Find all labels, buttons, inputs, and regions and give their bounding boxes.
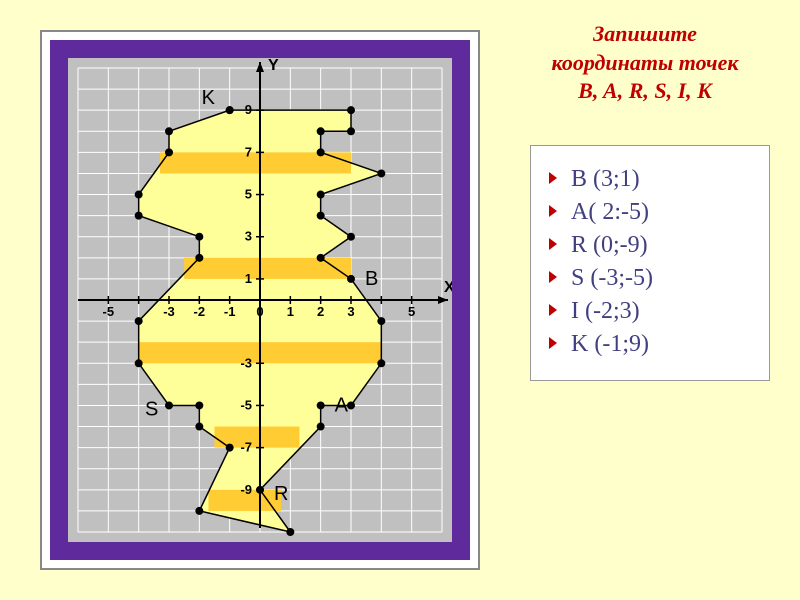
svg-text:-2: -2: [194, 304, 206, 319]
svg-text:9: 9: [245, 102, 252, 117]
task-title: Запишите координаты точек B, A, R, S, I,…: [510, 20, 780, 106]
chart-frame: -5 -3 -2 -1 0 1 2 3 5 -9 -7 -5 -3 1 3 5 7 9 X Y K B A R S: [40, 30, 480, 570]
svg-text:K: K: [202, 87, 216, 109]
svg-text:R: R: [274, 483, 288, 505]
answer-item: A( 2:-5): [549, 199, 751, 226]
svg-text:-7: -7: [240, 440, 252, 455]
svg-text:1: 1: [245, 271, 252, 286]
answers-panel: B (3;1) A( 2:-5) R (0;-9) S (-3;-5) I (-…: [530, 145, 770, 381]
svg-text:3: 3: [245, 229, 252, 244]
svg-text:S: S: [145, 398, 158, 420]
svg-text:5: 5: [408, 304, 415, 319]
title-line: Запишите: [593, 21, 697, 46]
svg-text:1: 1: [287, 304, 294, 319]
answer-item: I (-2;3): [549, 298, 751, 325]
svg-text:7: 7: [245, 144, 252, 159]
answer-item: S (-3;-5): [549, 265, 751, 292]
svg-text:-3: -3: [240, 355, 252, 370]
svg-text:-9: -9: [240, 482, 252, 497]
svg-text:-1: -1: [224, 304, 236, 319]
coordinate-plane: -5 -3 -2 -1 0 1 2 3 5 -9 -7 -5 -3 1 3 5 7 9 X Y K B A R S: [68, 58, 452, 542]
svg-text:Y: Y: [268, 58, 279, 74]
answer-item: B (3;1): [549, 166, 751, 193]
svg-text:-5: -5: [103, 304, 115, 319]
chart-border: -5 -3 -2 -1 0 1 2 3 5 -9 -7 -5 -3 1 3 5 7 9 X Y K B A R S: [50, 40, 470, 560]
svg-text:-3: -3: [163, 304, 175, 319]
svg-text:A: A: [335, 394, 349, 416]
title-line: координаты точек: [552, 50, 739, 75]
svg-text:3: 3: [347, 304, 354, 319]
svg-text:0: 0: [256, 304, 263, 319]
svg-text:2: 2: [317, 304, 324, 319]
chart-grid: -5 -3 -2 -1 0 1 2 3 5 -9 -7 -5 -3 1 3 5 7 9 X Y K B A R S: [68, 58, 452, 542]
svg-text:5: 5: [245, 187, 252, 202]
answer-item: K (-1;9): [549, 331, 751, 358]
title-line: B, A, R, S, I, K: [578, 78, 712, 103]
answer-item: R (0;-9): [549, 232, 751, 259]
svg-text:X: X: [444, 279, 452, 296]
svg-text:-5: -5: [240, 397, 252, 412]
answers-list: B (3;1) A( 2:-5) R (0;-9) S (-3;-5) I (-…: [549, 166, 751, 358]
svg-text:B: B: [365, 268, 378, 290]
